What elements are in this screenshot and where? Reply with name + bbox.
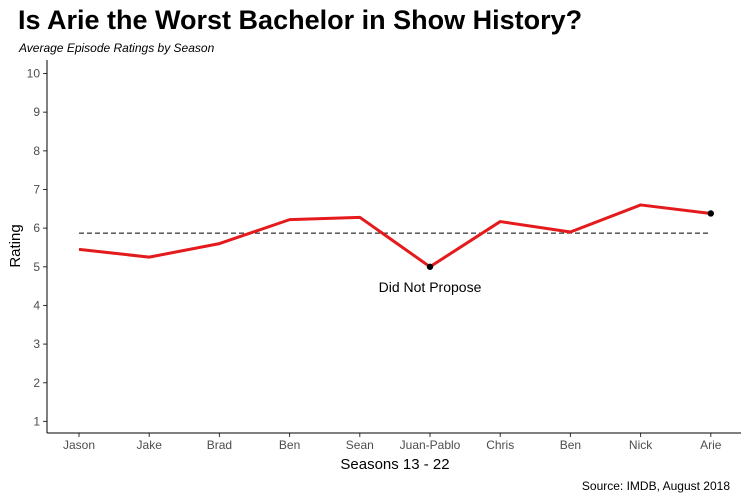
y-tick-label: 4 (33, 298, 40, 312)
x-tick-label: Brad (207, 438, 232, 452)
y-tick-label: 1 (33, 414, 40, 428)
annotation-did-not-propose: Did Not Propose (379, 279, 482, 295)
series-line-ratings (79, 205, 711, 267)
x-tick-label: Jake (137, 438, 163, 452)
data-point-arie (708, 210, 714, 216)
y-axis-title: Rating (7, 224, 24, 267)
y-tick-label: 10 (27, 67, 41, 81)
x-tick-label: Sean (346, 438, 374, 452)
x-axis-ticks: Jason Jake Brad Ben Sean Juan-Pablo Chris Ben Ni… (63, 433, 722, 452)
x-tick-label: Arie (700, 438, 722, 452)
y-tick-label: 6 (33, 221, 40, 235)
x-axis-title: Seasons 13 - 22 (340, 456, 449, 473)
chart-subtitle: Average Episode Ratings by Season (18, 41, 215, 55)
x-tick-label: Nick (629, 438, 653, 452)
x-tick-label: Juan-Pablo (400, 438, 461, 452)
y-tick-label: 7 (33, 182, 40, 196)
y-tick-label: 8 (33, 144, 40, 158)
x-tick-label: Jason (63, 438, 95, 452)
y-axis-ticks: 1 2 3 4 5 6 7 8 9 10 (27, 67, 47, 429)
y-tick-label: 2 (33, 376, 40, 390)
y-tick-label: 9 (33, 105, 40, 119)
source-caption: Source: IMDB, August 2018 (582, 479, 730, 493)
chart-title: Is Arie the Worst Bachelor in Show Histo… (18, 5, 582, 35)
y-tick-label: 3 (33, 337, 40, 351)
x-tick-label: Chris (486, 438, 514, 452)
data-point-juan-pablo (427, 264, 433, 270)
x-tick-label: Ben (560, 438, 581, 452)
x-tick-label: Ben (279, 438, 300, 452)
y-tick-label: 5 (33, 260, 40, 274)
